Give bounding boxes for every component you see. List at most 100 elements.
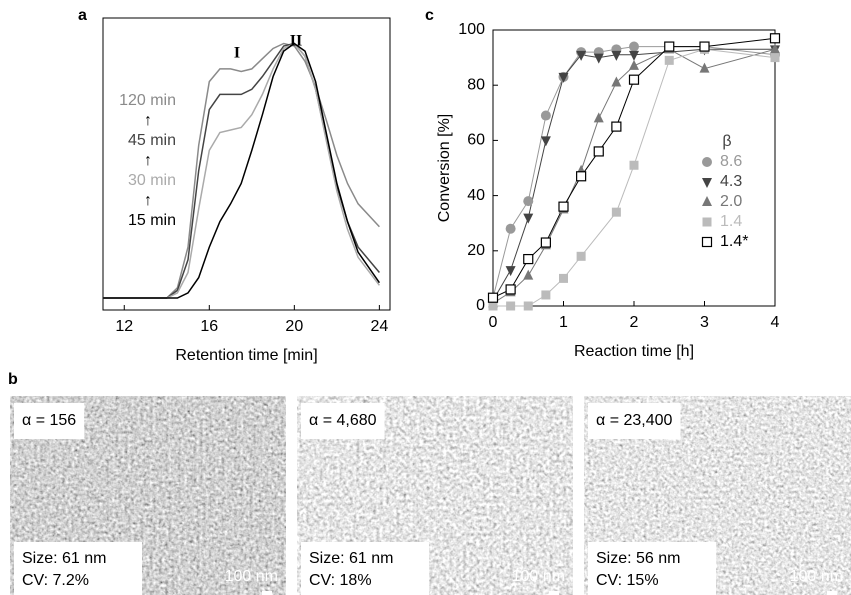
label-box: [588, 403, 681, 439]
y-tick-label: 40: [467, 187, 485, 204]
x-tick-label: 1: [559, 314, 568, 331]
data-point: [770, 53, 780, 63]
legend-arrow: ↑: [144, 152, 152, 169]
data-point: [576, 50, 587, 61]
legend-label: 1.4: [720, 213, 742, 230]
panel-label: b: [8, 371, 18, 388]
data-point: [558, 72, 569, 83]
legend-arrow: ↑: [144, 112, 152, 129]
data-point: [664, 41, 675, 52]
y-axis-label: Conversion [%]: [436, 114, 453, 223]
gpc-trace: [103, 42, 381, 299]
scale-label: 100 nm: [512, 568, 565, 585]
legend-marker: [702, 196, 712, 206]
legend-marker: [701, 236, 713, 248]
scale-label: 100 nm: [790, 568, 843, 585]
data-point: [611, 121, 622, 132]
cv-label: CV: 15%: [596, 572, 659, 589]
y-tick-label: 20: [467, 242, 485, 259]
data-point: [523, 196, 534, 207]
label-box: [14, 403, 85, 439]
data-point: [629, 59, 639, 70]
x-tick-label: 16: [200, 318, 218, 335]
data-point: [523, 253, 534, 265]
y-tick-label: 60: [467, 132, 485, 149]
scale-label: 100 nm: [225, 568, 278, 585]
legend-label: 45 min: [128, 132, 176, 149]
data-point: [505, 284, 516, 295]
gpc-trace: [103, 42, 380, 299]
label-box: [588, 542, 716, 595]
data-point: [540, 136, 551, 147]
data-point: [523, 269, 534, 280]
label-box: [301, 542, 429, 595]
alpha-label: α = 4,680: [309, 412, 377, 429]
data-point: [540, 237, 551, 248]
data-point: [506, 301, 516, 311]
size-label: Size: 61 nm: [22, 550, 106, 567]
size-label: Size: 56 nm: [596, 550, 680, 567]
x-tick-label: 20: [285, 318, 303, 335]
alpha-label: α = 23,400: [596, 412, 673, 429]
legend-title: β: [722, 133, 731, 150]
y-tick-label: 80: [467, 76, 485, 93]
data-point: [487, 292, 499, 303]
legend-label: 30 min: [128, 172, 176, 189]
legend-label: 1.4*: [720, 233, 748, 250]
data-point: [505, 266, 516, 277]
x-tick-label: 3: [700, 314, 709, 331]
peak-annotation: II: [290, 33, 302, 50]
x-tick-label: 4: [771, 314, 780, 331]
data-point: [769, 33, 781, 44]
x-tick-label: 2: [630, 314, 639, 331]
scale-bar: [262, 591, 272, 595]
legend-marker: [702, 217, 712, 227]
y-tick-label: 0: [476, 297, 485, 314]
data-point: [559, 273, 568, 283]
label-box: [301, 403, 385, 439]
label-box: [14, 542, 142, 595]
x-tick-label: 24: [370, 318, 388, 335]
data-point: [611, 50, 622, 61]
gpc-trace: [103, 42, 380, 299]
peak-annotation: I: [234, 45, 240, 62]
y-tick-label: 100: [458, 21, 485, 38]
data-point: [488, 301, 498, 311]
legend-label: 4.3: [720, 173, 742, 190]
legend-marker: [702, 157, 712, 167]
data-point: [593, 112, 604, 123]
data-point: [629, 160, 639, 170]
data-point: [611, 207, 621, 217]
gpc-trace: [103, 42, 380, 299]
panel-label: c: [425, 7, 434, 24]
size-label: Size: 61 nm: [309, 550, 393, 567]
data-point: [611, 76, 622, 87]
data-point: [593, 53, 604, 64]
data-point: [576, 251, 586, 261]
data-point: [576, 171, 587, 182]
data-point: [629, 41, 639, 52]
data-point: [664, 55, 674, 65]
data-point: [505, 223, 516, 234]
plot-frame: [102, 17, 391, 311]
legend-arrow: ↑: [144, 192, 152, 209]
x-tick-label: 12: [115, 318, 133, 335]
data-point: [629, 50, 639, 61]
x-axis-label: Retention time [min]: [175, 347, 317, 364]
legend-marker: [702, 178, 712, 188]
data-point: [541, 290, 551, 300]
data-point: [628, 74, 640, 85]
x-tick-label: 0: [489, 314, 498, 331]
data-point: [540, 110, 551, 121]
data-point: [523, 213, 534, 224]
data-point: [699, 62, 710, 73]
data-point: [699, 41, 710, 52]
legend-label: 15 min: [128, 212, 176, 229]
legend-label: 8.6: [720, 153, 742, 170]
cv-label: CV: 18%: [309, 572, 372, 589]
alpha-label: α = 156: [22, 412, 76, 429]
legend-label: 120 min: [119, 92, 176, 109]
data-point: [770, 43, 780, 54]
data-point: [523, 301, 533, 311]
